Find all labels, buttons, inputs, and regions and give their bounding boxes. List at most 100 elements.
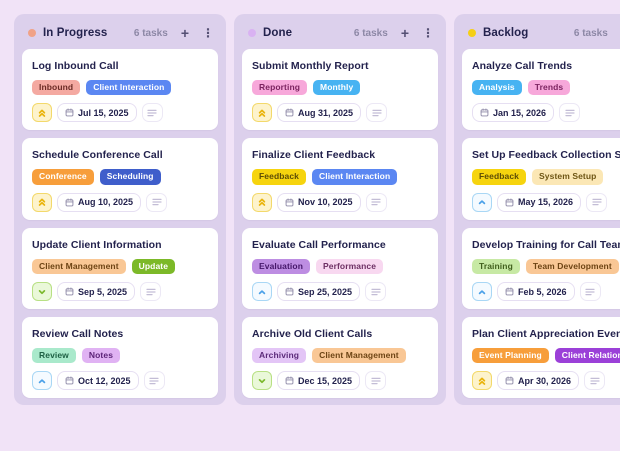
column-in-progress: In Progress 6 tasks + ⋮ Log Inbound Call…	[14, 14, 226, 405]
due-date: Aug 31, 2025	[298, 107, 354, 118]
description-icon	[140, 282, 162, 302]
task-title: Set Up Feedback Collection System	[472, 149, 620, 162]
card-meta: Apr 30, 2026	[472, 371, 620, 391]
due-date: May 15, 2026	[518, 197, 574, 208]
tag: Client Interaction	[312, 169, 398, 185]
column-title: In Progress	[43, 27, 108, 39]
calendar-icon	[285, 108, 294, 117]
add-card-icon[interactable]: +	[180, 25, 189, 41]
add-card-icon[interactable]: +	[400, 25, 409, 41]
task-title: Submit Monthly Report	[252, 60, 369, 72]
due-date-chip: Sep 25, 2025	[277, 282, 361, 302]
task-card[interactable]: Develop Training for Call Team Training …	[462, 227, 620, 310]
description-icon	[141, 103, 163, 123]
task-card[interactable]: Finalize Client Feedback Feedback Client…	[242, 138, 438, 220]
column-menu-icon[interactable]: ⋮	[202, 26, 214, 40]
priority-medium-icon	[472, 192, 492, 212]
column-done: Done 6 tasks + ⋮ Submit Monthly Report R…	[234, 14, 446, 405]
card-meta: Aug 10, 2025	[32, 192, 208, 212]
task-card[interactable]: Update Client Information Client Managem…	[22, 227, 218, 310]
task-card[interactable]: Submit Monthly Report Reporting Monthly …	[242, 49, 438, 131]
column-status-dot	[248, 29, 256, 37]
task-card[interactable]: Analyze Call Trends Analysis Trends Jan …	[462, 49, 620, 131]
tag: Feedback	[472, 169, 527, 185]
task-card[interactable]: Evaluate Call Performance Evaluation Per…	[242, 227, 438, 310]
tag: Client Management	[32, 258, 126, 275]
column-menu-icon[interactable]: ⋮	[422, 26, 434, 40]
tag: Review	[32, 348, 76, 364]
task-title: Archive Old Client Calls	[252, 328, 373, 341]
calendar-icon	[65, 376, 74, 385]
kanban-board: In Progress 6 tasks + ⋮ Log Inbound Call…	[14, 14, 620, 405]
task-title: Update Client Information	[32, 238, 162, 251]
task-card[interactable]: Set Up Feedback Collection System Feedba…	[462, 138, 620, 220]
due-date-chip: Aug 31, 2025	[277, 103, 362, 123]
tag: Trends	[527, 80, 571, 96]
tag: Client Management	[312, 348, 406, 364]
tag: Reporting	[252, 80, 308, 96]
tag: Scheduling	[99, 169, 161, 185]
tag-list: Feedback System Setup	[472, 169, 620, 185]
description-icon	[365, 192, 387, 212]
tag-list: Event Planning Client Relations	[472, 348, 620, 364]
task-card[interactable]: Review Call Notes Review Notes Oct 12, 2…	[22, 317, 218, 399]
task-card[interactable]: Log Inbound Call Inbound Client Interact…	[22, 49, 218, 131]
card-meta: May 15, 2026	[472, 192, 620, 212]
task-card[interactable]: Archive Old Client Calls Archiving Clien…	[242, 317, 438, 399]
tag: Inbound	[32, 80, 81, 96]
tag: Update	[131, 258, 176, 275]
due-date-chip: Sep 5, 2025	[57, 282, 136, 302]
tag: Notes	[81, 348, 121, 364]
due-date: Feb 5, 2026	[518, 286, 567, 297]
description-icon	[579, 282, 601, 302]
card-meta: Sep 25, 2025	[252, 282, 428, 302]
task-card[interactable]: Schedule Conference Call Conference Sche…	[22, 138, 218, 220]
due-date: Sep 5, 2025	[78, 286, 128, 297]
priority-high-icon	[252, 192, 272, 212]
task-title: Review Call Notes	[32, 328, 124, 341]
card-meta: Aug 31, 2025	[252, 103, 428, 123]
due-date: Aug 10, 2025	[78, 197, 134, 208]
tag-list: Feedback Client Interaction	[252, 169, 428, 185]
task-card[interactable]: Plan Client Appreciation Event Event Pla…	[462, 317, 620, 399]
description-icon	[586, 192, 608, 212]
description-icon	[365, 282, 387, 302]
column-status-dot	[28, 29, 36, 37]
column-header: In Progress 6 tasks + ⋮	[22, 22, 218, 42]
priority-high-icon	[472, 371, 492, 391]
calendar-icon	[65, 287, 74, 296]
due-date-chip: Aug 10, 2025	[57, 192, 142, 212]
tag: Client Relations	[554, 348, 620, 364]
tag-list: Archiving Client Management	[252, 348, 428, 364]
description-icon	[143, 371, 165, 391]
task-title: Log Inbound Call	[32, 60, 119, 72]
card-meta: Oct 12, 2025	[32, 371, 208, 391]
due-date-chip: Feb 5, 2026	[497, 282, 575, 302]
tag-list: Analysis Trends	[472, 80, 620, 96]
priority-medium-icon	[472, 282, 492, 302]
due-date-chip: Apr 30, 2026	[497, 371, 580, 391]
priority-medium-icon	[32, 371, 52, 391]
task-title: Evaluate Call Performance	[252, 238, 386, 251]
due-date: Nov 10, 2025	[298, 197, 353, 208]
priority-medium-icon	[252, 282, 272, 302]
card-meta: Jan 15, 2026	[472, 103, 620, 123]
tag: Monthly	[313, 80, 361, 96]
due-date-chip: Jan 15, 2026	[472, 103, 555, 123]
calendar-icon	[505, 287, 514, 296]
due-date: Jan 15, 2026	[493, 107, 547, 118]
priority-high-icon	[32, 103, 52, 123]
tag: Team Development	[525, 258, 619, 275]
tag-list: Inbound Client Interaction	[32, 80, 208, 96]
tag-list: Training Team Development	[472, 258, 620, 275]
card-meta: Nov 10, 2025	[252, 192, 428, 212]
calendar-icon	[505, 376, 514, 385]
priority-high-icon	[252, 103, 272, 123]
calendar-icon	[285, 376, 294, 385]
description-icon	[365, 371, 387, 391]
due-date: Oct 12, 2025	[78, 375, 131, 386]
tag-list: Evaluation Performance	[252, 258, 428, 275]
tag-list: Client Management Update	[32, 258, 208, 275]
due-date-chip: Dec 15, 2025	[277, 371, 361, 391]
